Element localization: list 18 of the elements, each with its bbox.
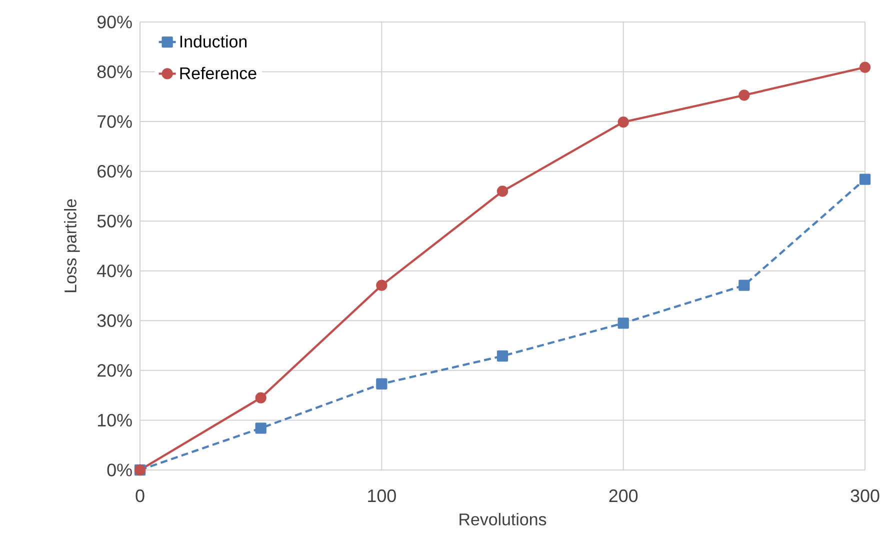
y-tick-label: 20% [98,364,132,377]
y-tick-label: 30% [97,314,132,327]
y-tick-label: 10% [98,414,132,427]
y-tick-label: 60% [98,164,132,178]
y-tick-label: 40% [97,264,132,278]
legend-label: Reference [180,66,256,80]
y-tick-label: 80% [97,65,132,78]
x-tick-label: 0 [136,489,144,502]
x-axis-title: Revolutions [460,512,546,526]
legend-label: Induction [180,35,247,48]
y-axis-title: Loss particle [64,199,80,292]
x-tick-label: 200 [609,489,638,502]
x-tick-label: 100 [368,489,396,502]
y-tick-label: 70% [98,115,132,128]
x-tick-label: 300 [850,489,880,502]
y-tick-label: 90% [97,16,132,28]
y-tick-label: 0% [107,464,132,476]
y-tick-label: 50% [97,214,132,228]
